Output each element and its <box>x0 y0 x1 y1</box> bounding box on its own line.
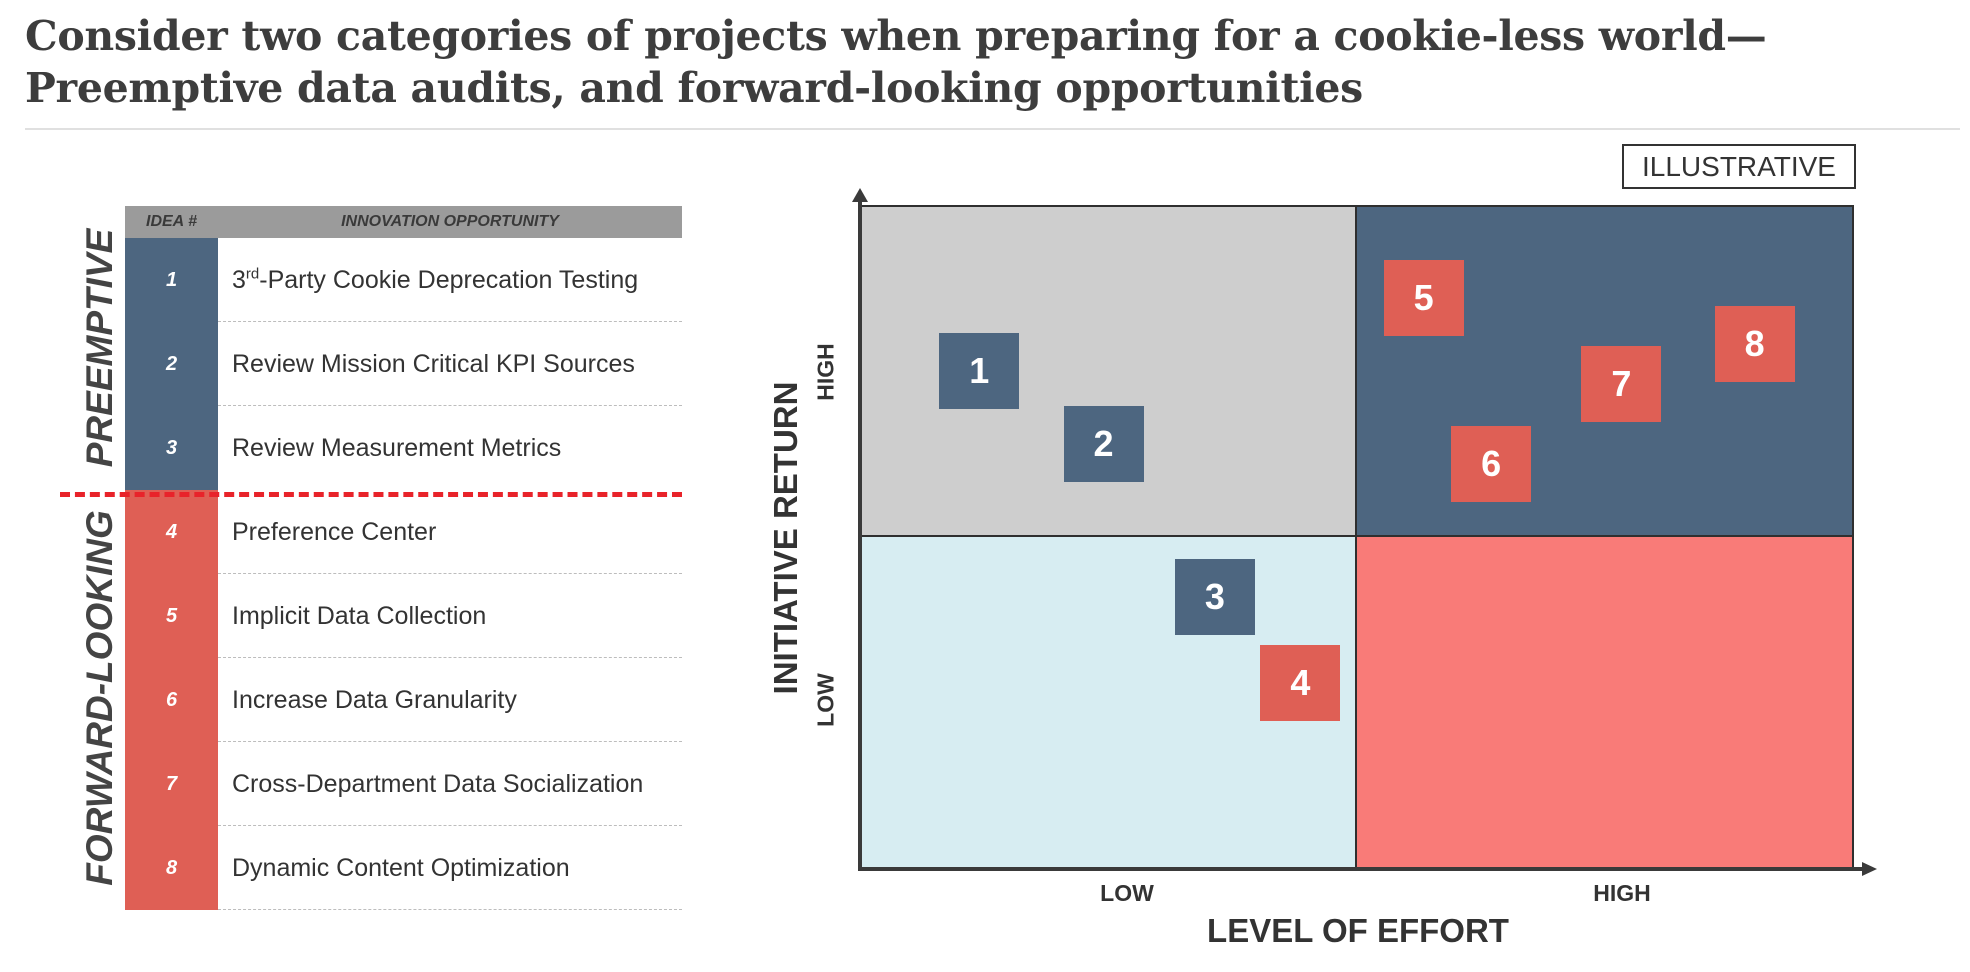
header-idea-number: IDEA # <box>146 213 197 230</box>
x-axis-title: LEVEL OF EFFORT <box>1207 912 1509 949</box>
idea-marker-1: 1 <box>939 333 1020 409</box>
group-label-forward-looking: FORWARD-LOOKING <box>79 510 120 886</box>
title-divider <box>25 128 1960 130</box>
page-title: Consider two categories of projects when… <box>25 12 1767 112</box>
idea-marker-4: 4 <box>1260 645 1341 722</box>
row-separator <box>218 405 682 406</box>
idea-number: 3 <box>125 406 218 490</box>
table-row: 2 Review Mission Critical KPI Sources <box>125 322 682 406</box>
idea-marker-6: 6 <box>1451 425 1532 502</box>
row-separator <box>218 909 682 910</box>
idea-label: Increase Data Granularity <box>232 686 517 714</box>
y-axis-line <box>858 195 862 871</box>
table-header: IDEA # INNOVATION OPPORTUNITY <box>125 206 682 238</box>
idea-number: 4 <box>125 490 218 574</box>
quadrant-high-return-low-effort <box>860 205 1357 537</box>
table-row: 8 Dynamic Content Optimization <box>125 826 682 910</box>
row-separator <box>218 825 682 826</box>
quadrant-low-return-high-effort <box>1355 535 1854 869</box>
header-innovation-opportunity: INNOVATION OPPORTUNITY <box>341 213 559 230</box>
idea-label: Dynamic Content Optimization <box>232 854 570 882</box>
idea-label: Review Measurement Metrics <box>232 434 562 462</box>
idea-marker-2: 2 <box>1063 406 1144 483</box>
idea-label: Review Mission Critical KPI Sources <box>232 350 635 378</box>
idea-number: 5 <box>125 574 218 658</box>
idea-label: Preference Center <box>232 518 437 546</box>
idea-marker-3: 3 <box>1174 558 1255 635</box>
idea-marker-5: 5 <box>1383 259 1464 336</box>
illustrative-tag: ILLUSTRATIVE <box>1622 144 1856 189</box>
idea-label: 3rd-Party Cookie Deprecation Testing <box>232 265 639 294</box>
group-label-preemptive: PREEMPTIVE <box>79 228 120 468</box>
y-tick-low: LOW <box>812 673 839 727</box>
x-axis-arrow-icon <box>1862 862 1877 876</box>
y-tick-high: HIGH <box>812 343 839 401</box>
table-row: 5 Implicit Data Collection <box>125 574 682 658</box>
row-separator <box>218 573 682 574</box>
x-tick-low: LOW <box>1100 880 1154 906</box>
idea-number: 8 <box>125 826 218 910</box>
table-row: 3 Review Measurement Metrics <box>125 406 682 490</box>
idea-label: Cross-Department Data Socialization <box>232 770 644 798</box>
idea-number: 2 <box>125 322 218 406</box>
table-row: 6 Increase Data Granularity <box>125 658 682 742</box>
table-row: 4 Preference Center <box>125 490 682 574</box>
table-row: 1 3rd-Party Cookie Deprecation Testing <box>125 238 682 322</box>
idea-label: Implicit Data Collection <box>232 602 487 630</box>
idea-number: 6 <box>125 658 218 742</box>
idea-number: 7 <box>125 742 218 826</box>
group-divider <box>60 492 682 497</box>
row-separator <box>218 741 682 742</box>
idea-marker-7: 7 <box>1581 346 1662 423</box>
idea-number: 1 <box>125 238 218 322</box>
table-row: 7 Cross-Department Data Socialization <box>125 742 682 826</box>
row-separator <box>218 657 682 658</box>
row-separator <box>218 321 682 322</box>
idea-marker-8: 8 <box>1714 306 1795 383</box>
x-axis-line <box>858 867 1864 871</box>
y-axis-title: INITIATIVE RETURN <box>767 381 804 695</box>
x-tick-high: HIGH <box>1593 880 1651 906</box>
y-axis-arrow-icon <box>852 188 868 202</box>
